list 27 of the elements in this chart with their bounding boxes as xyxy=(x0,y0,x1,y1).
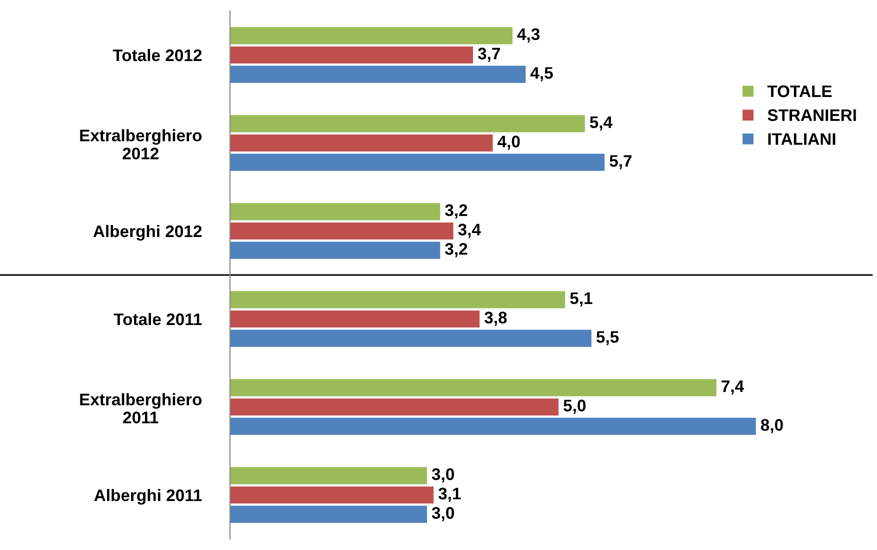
legend-label: STRANIERI xyxy=(768,109,856,122)
data-label: 3,7 xyxy=(478,48,500,62)
data-label: 5,0 xyxy=(564,400,586,414)
legend-label: TOTALE xyxy=(767,85,832,98)
data-label: 7,4 xyxy=(722,380,744,395)
y-tick-label: Extralberghiero 2011 xyxy=(80,393,202,424)
data-label: 4,0 xyxy=(498,136,520,150)
data-label: 3,2 xyxy=(445,204,468,219)
data-label: 8,0 xyxy=(760,419,783,434)
y-tick-label: Totale 2012 xyxy=(112,48,202,62)
data-label: 3,0 xyxy=(432,507,454,522)
data-label: 3,4 xyxy=(458,224,481,238)
legend-label: ITALIANI xyxy=(768,133,836,145)
data-label: 3,0 xyxy=(432,468,454,483)
data-label: 4,5 xyxy=(530,67,553,82)
data-label: 3,8 xyxy=(484,312,507,326)
y-tick-label: Alberghi 2012 xyxy=(93,224,202,241)
data-label: 4,3 xyxy=(517,28,540,43)
data-label: 5,1 xyxy=(570,292,592,307)
data-label: 3,1 xyxy=(438,488,461,502)
data-label: 5,4 xyxy=(590,116,612,131)
y-tick-label: Extralberghiero 2012 xyxy=(80,129,202,160)
data-label: 3,2 xyxy=(445,243,468,258)
y-tick-label: Totale 2011 xyxy=(114,312,202,326)
data-label: 5,5 xyxy=(596,331,619,346)
y-tick-label: Alberghi 2011 xyxy=(94,488,202,505)
data-label: 5,7 xyxy=(610,155,632,170)
